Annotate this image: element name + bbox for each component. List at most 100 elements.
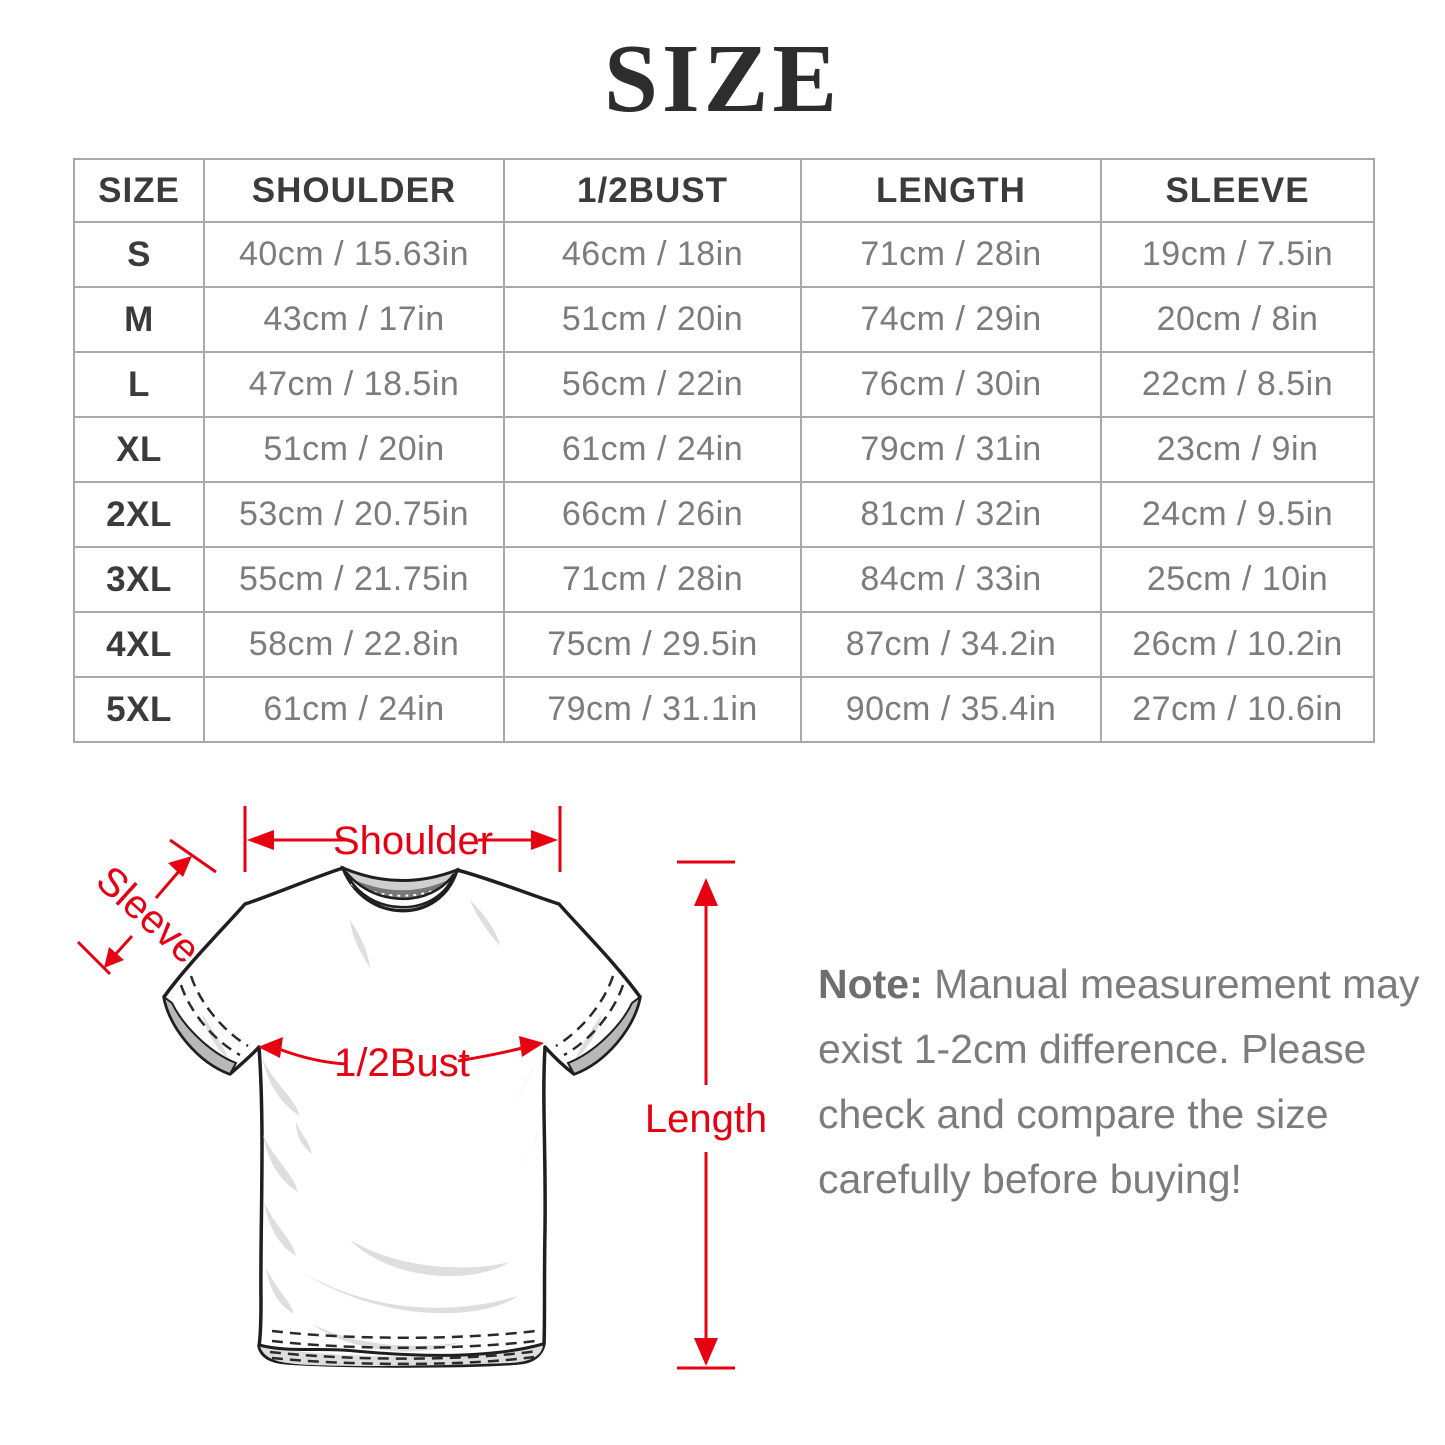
cell-sleeve: 23cm / 9in [1100,416,1375,483]
page-title: SIZE [603,25,842,132]
cell-shoulder: 51cm / 20in [203,416,505,483]
cell-shoulder: 58cm / 22.8in [203,611,505,678]
sleeve-upper-arrow-shaft [154,869,182,899]
shoulder-label: Shoulder [333,819,493,863]
sleeve-label: Sleeve [88,858,208,973]
crease [264,1202,296,1256]
length-up-arrowhead [694,878,718,906]
table-row: 2XL 53cm / 20.75in 66cm / 26in 81cm / 32… [73,481,1375,548]
cell-sleeve: 24cm / 9.5in [1100,481,1375,548]
cell-size: 2XL [73,481,205,548]
table-row: 5XL 61cm / 24in 79cm / 31.1in 90cm / 35.… [73,676,1375,743]
length-annotation: Length [645,860,767,1370]
col-header-size: SIZE [73,158,205,223]
sleeve-lower-tick [76,940,112,976]
table-row: S 40cm / 15.63in 46cm / 18in 71cm / 28in… [73,221,1375,288]
tshirt-diagram-svg: Shoulder Sleeve 1/2Bust [76,806,767,1370]
cell-shoulder: 40cm / 15.63in [203,221,505,288]
crease [350,920,370,968]
length-label: Length [645,1097,767,1141]
sleeve-lower-arrow-shaft [112,934,134,958]
crease [312,1324,460,1352]
cell-length: 90cm / 35.4in [800,676,1102,743]
cell-sleeve: 20cm / 8in [1100,286,1375,353]
cell-size: 3XL [73,546,205,613]
shoulder-left-arrowhead [247,830,274,850]
table-row: 4XL 58cm / 22.8in 75cm / 29.5in 87cm / 3… [73,611,1375,678]
cell-size: 4XL [73,611,205,678]
note-label: Note: [818,961,923,1007]
cell-bust: 71cm / 28in [503,546,802,613]
cell-sleeve: 19cm / 7.5in [1100,221,1375,288]
cell-length: 71cm / 28in [800,221,1102,288]
cell-bust: 66cm / 26in [503,481,802,548]
cell-sleeve: 22cm / 8.5in [1100,351,1375,418]
right-cuff-stitch [563,984,625,1057]
cell-bust: 56cm / 22in [503,351,802,418]
cell-bust: 79cm / 31.1in [503,676,802,743]
sleeve-upper-tick [169,838,217,874]
crease [302,1272,518,1314]
cell-size: L [73,351,205,418]
sleeve-lower-arrowhead [104,947,124,968]
bust-annotation: 1/2Bust [258,1036,544,1085]
cell-length: 74cm / 29in [800,286,1102,353]
bust-left-arrowhead [258,1037,283,1058]
cell-shoulder: 53cm / 20.75in [203,481,505,548]
right-cuff-shadow [566,994,642,1076]
hem-stitch [271,1339,537,1349]
hem-band-shadow [260,1345,543,1366]
sleeve-upper-arrowhead [168,856,192,877]
hem-band-stitch [271,1355,535,1366]
cell-length: 81cm / 32in [800,481,1102,548]
note-paragraph: Note: Manual measurement may exist 1-2cm… [818,952,1428,1212]
table-row: M 43cm / 17in 51cm / 20in 74cm / 29in 20… [73,286,1375,353]
col-header-length: LENGTH [800,158,1102,223]
cell-length: 87cm / 34.2in [800,611,1102,678]
table-row: L 47cm / 18.5in 56cm / 22in 76cm / 30in … [73,351,1375,418]
cell-shoulder: 43cm / 17in [203,286,505,353]
cell-sleeve: 27cm / 10.6in [1100,676,1375,743]
cell-size: M [73,286,205,353]
sleeve-annotation: Sleeve [76,838,217,976]
bust-arrow-shaft [278,1047,347,1066]
cell-size: S [73,221,205,288]
collar-band [344,871,456,909]
cell-bust: 46cm / 18in [503,221,802,288]
cell-bust: 61cm / 24in [503,416,802,483]
cell-bust: 51cm / 20in [503,286,802,353]
length-down-arrowhead [694,1338,718,1366]
cell-shoulder: 61cm / 24in [203,676,505,743]
size-table: SIZE SHOULDER 1/2BUST LENGTH SLEEVE S 40… [73,158,1375,743]
left-cuff-shadow [162,994,238,1076]
bust-label: 1/2Bust [334,1041,470,1085]
crease [296,1122,312,1154]
right-cuff-stitch [555,975,615,1048]
table-row: 3XL 55cm / 21.75in 71cm / 28in 84cm / 33… [73,546,1375,613]
shoulder-right-arrowhead [531,830,558,850]
bust-right-arrowhead [519,1036,544,1057]
note-text: Manual measurement may exist 1-2cm diffe… [818,961,1420,1202]
table-header-row: SIZE SHOULDER 1/2BUST LENGTH SLEEVE [73,158,1375,223]
col-header-sleeve: SLEEVE [1100,158,1375,223]
cell-sleeve: 25cm / 10in [1100,546,1375,613]
hem-fold-line [258,1342,544,1357]
cell-size: XL [73,416,205,483]
cell-shoulder: 55cm / 21.75in [203,546,505,613]
cell-shoulder: 47cm / 18.5in [203,351,505,418]
cell-bust: 75cm / 29.5in [503,611,802,678]
cell-sleeve: 26cm / 10.2in [1100,611,1375,678]
left-cuff-stitch [189,975,249,1048]
col-header-shoulder: SHOULDER [203,158,505,223]
cell-length: 76cm / 30in [800,351,1102,418]
crease [263,1135,298,1192]
crease [470,900,500,946]
crease [266,1268,294,1314]
cell-length: 79cm / 31in [800,416,1102,483]
col-header-bust: 1/2BUST [503,158,802,223]
cell-size: 5XL [73,676,205,743]
hem-band-stitch [269,1349,538,1360]
crease [350,1240,510,1277]
tshirt-illustration [162,865,642,1368]
